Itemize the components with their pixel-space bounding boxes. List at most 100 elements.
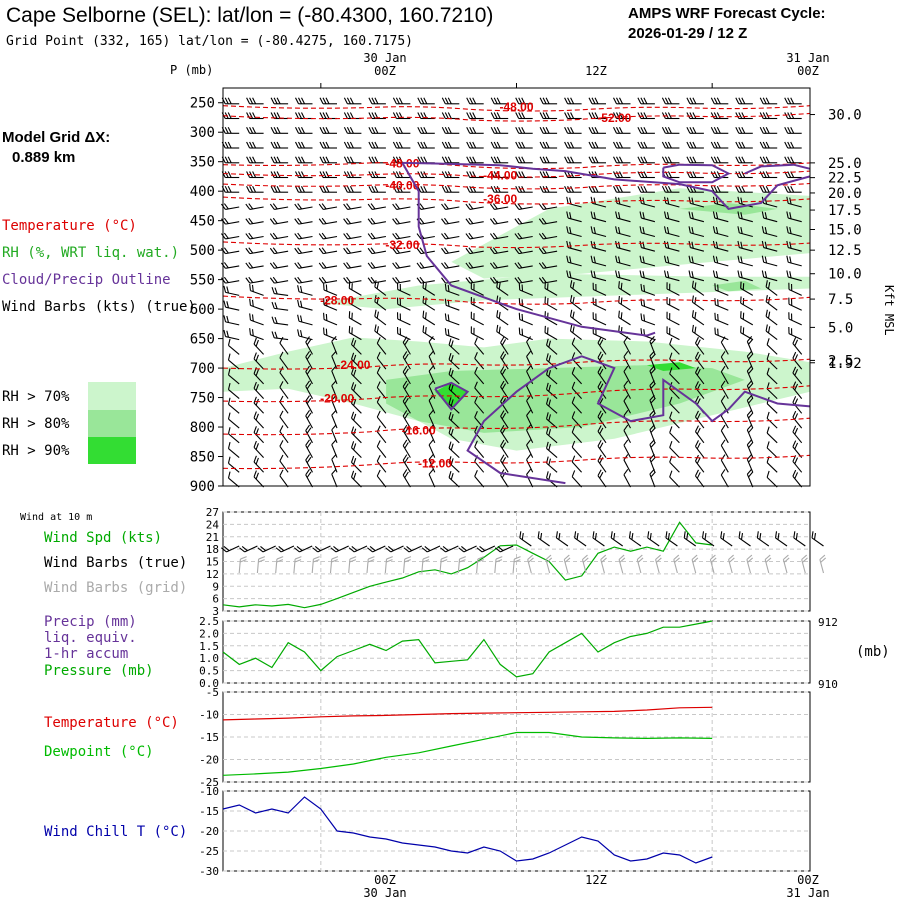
barb-flag (748, 353, 754, 360)
barb-flag (593, 212, 596, 219)
barb-flag (349, 97, 354, 105)
barb-flag (396, 326, 399, 334)
true-wind-barb (774, 531, 788, 547)
xsec-wind-barb (305, 395, 313, 414)
barb-flag (440, 559, 448, 563)
barb-shaft (746, 473, 754, 488)
barb-shaft (500, 342, 509, 355)
true-wind-barb (738, 531, 751, 547)
barb-flag (428, 365, 434, 372)
rh70-swatch (88, 382, 136, 410)
xsec-wind-barb (448, 411, 460, 429)
barb-shaft (690, 261, 705, 267)
barb-shaft (331, 429, 338, 444)
barb-shaft (225, 291, 240, 296)
xsec-wind-barb (227, 397, 240, 414)
xsec-wind-barb (588, 127, 606, 134)
barb-flag (466, 127, 471, 134)
xsec-wind-barb (253, 411, 265, 429)
xsec-wind-barb (279, 469, 289, 488)
barb-flag (402, 395, 408, 402)
barb-shaft (763, 202, 778, 208)
barb-flag (764, 212, 768, 219)
barb-flag (227, 412, 231, 420)
barb-flag (395, 127, 400, 134)
barb-flag (762, 171, 767, 178)
barb-flag (249, 97, 254, 105)
barb-flag (623, 439, 629, 446)
barb-flag (353, 398, 357, 406)
panel1-tick-label: 12 (206, 568, 219, 581)
barb-shaft (570, 330, 582, 341)
barb-shaft (298, 235, 313, 240)
grid-wind-barb (256, 556, 266, 574)
xsec-wind-barb (227, 441, 240, 459)
barb-flag (794, 369, 799, 376)
barb-flag (661, 141, 666, 149)
barb-flag (295, 156, 299, 164)
barb-flag (272, 232, 278, 239)
xsec-wind-barb (623, 424, 631, 444)
xsec-wind-barb (590, 226, 607, 238)
barb-flag (249, 127, 254, 134)
xsec-wind-barb (712, 211, 729, 223)
barb-flag (570, 97, 575, 105)
cycle-value: 2026-01-29 / 12 Z (628, 25, 747, 42)
xsec-wind-barb (221, 156, 240, 164)
barb-flag (466, 141, 471, 149)
barb-flag (325, 185, 330, 193)
barb-shaft (669, 388, 680, 399)
precip-label: Precip (mm) (44, 614, 137, 630)
barb-flag (783, 554, 789, 560)
true-wind-barb (519, 531, 532, 547)
true-wind-barb (275, 545, 295, 553)
barb-flag (252, 185, 257, 193)
barb-flag (513, 559, 521, 563)
cloud-outline-left (401, 162, 656, 337)
xsec-wind-barb (710, 141, 729, 149)
xsec-wind-barb (279, 410, 289, 429)
xsec-wind-barb (368, 141, 386, 149)
barb-flag (740, 241, 743, 249)
barb-flag (441, 556, 448, 560)
barb-flag (735, 141, 740, 149)
barb-flag (223, 247, 229, 254)
barb-flag (403, 547, 410, 553)
barb-flag (301, 127, 305, 134)
barb-flag (331, 380, 337, 386)
xsec-wind-barb (539, 112, 558, 120)
barb-shaft (402, 474, 411, 488)
barb-flag (787, 127, 792, 134)
xsec-wind-barb (788, 312, 802, 326)
xsec-wind-barb (245, 217, 264, 225)
grid-wind-barb (348, 556, 357, 574)
barb-flag (691, 280, 694, 288)
barb-shaft (351, 388, 362, 399)
barb-flag (517, 247, 523, 254)
barb-flag (588, 112, 593, 119)
xsec-wind-barb (465, 203, 484, 210)
barb-flag (395, 276, 401, 283)
barb-flag (252, 171, 257, 178)
barb-flag (459, 559, 466, 563)
barb-shaft (692, 316, 705, 326)
xsec-wind-barb (639, 226, 656, 238)
xsec-wind-barb (526, 454, 534, 473)
barb-flag (246, 97, 251, 105)
barb-flag (346, 203, 352, 210)
barb-shaft (740, 317, 754, 326)
barb-flag (353, 457, 357, 465)
xsec-wind-barb (416, 247, 435, 255)
barb-shaft (788, 217, 802, 223)
barb-flag (417, 112, 422, 119)
barb-flag (696, 427, 701, 435)
barb-flag (246, 127, 251, 134)
barb-flag (428, 350, 434, 357)
pressure-tick-label: 250 (190, 96, 215, 112)
barb-flag (423, 171, 428, 178)
barb-flag (368, 97, 373, 105)
barb-flag (593, 226, 596, 234)
barb-flag (643, 112, 648, 119)
barb-flag (786, 270, 789, 278)
xsec-wind-barb (319, 112, 337, 120)
